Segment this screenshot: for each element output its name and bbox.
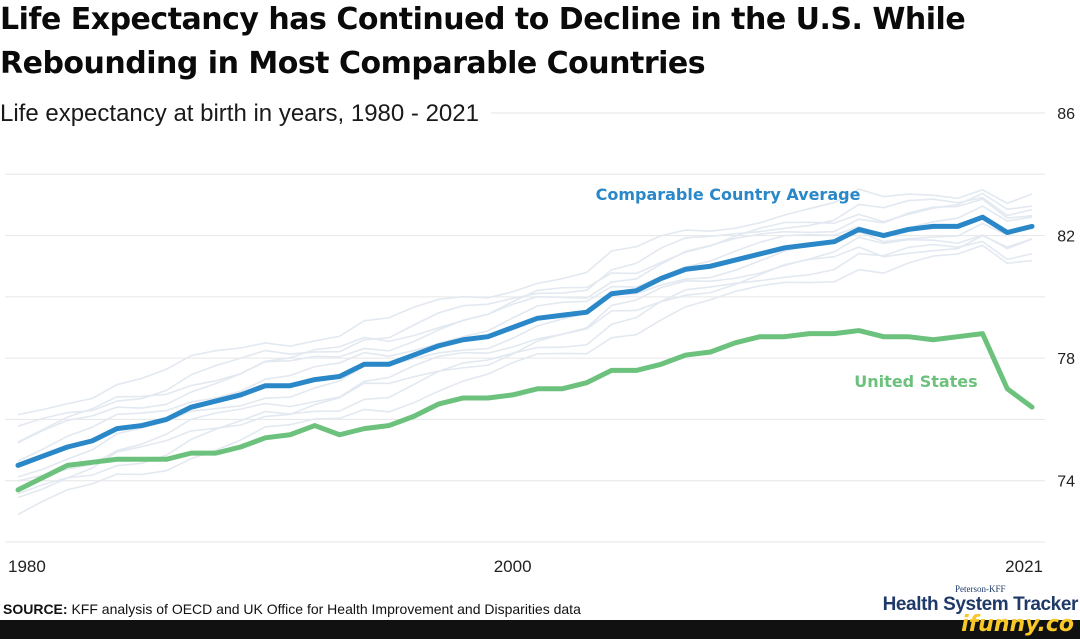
chart-title: Life Expectancy has Continued to Decline…	[0, 0, 966, 86]
country-background-line	[17, 234, 1033, 482]
footer-bar	[0, 620, 1080, 639]
x-tick-label: 1980	[8, 557, 46, 576]
title-line-2: Rebounding in Most Comparable Countries	[0, 46, 706, 81]
life-expectancy-chart: Comparable Country Average United States 8…	[5, 106, 1075, 576]
x-tick-label: 2021	[1005, 557, 1043, 576]
country-background-line	[17, 188, 1033, 416]
gridlines	[5, 112, 1045, 543]
y-tick-label: 78	[1057, 351, 1075, 368]
country-background-line	[17, 192, 1033, 443]
watermark-logo: ifunny.co	[961, 612, 1074, 637]
country-background-lines	[17, 188, 1033, 516]
brand-top-text: Peterson-KFF	[955, 584, 1006, 594]
country-background-line	[17, 222, 1033, 478]
chart-subtitle: Life expectancy at birth in years, 1980 …	[0, 100, 491, 128]
brand-main-text: Health System Tracker	[882, 594, 1079, 615]
country-background-line	[17, 240, 1033, 495]
series-lines	[15, 214, 1035, 493]
country-background-line	[17, 244, 1033, 516]
country-background-line	[17, 234, 1033, 499]
chart-text-labels: Comparable Country Average United States 8…	[8, 106, 1075, 576]
brand-logo: Peterson-KFF Health System Tracker	[882, 584, 1079, 616]
source-label: SOURCE:	[3, 601, 68, 617]
title-line-1: Life Expectancy has Continued to Decline…	[0, 2, 966, 37]
series-label: Comparable Country Average	[596, 185, 861, 204]
source-note: SOURCE: KFF analysis of OECD and UK Offi…	[3, 601, 581, 617]
y-tick-label: 82	[1057, 229, 1075, 246]
series-label: United States	[854, 372, 977, 391]
series-line-united-states	[15, 328, 1035, 493]
y-tick-label: 86	[1057, 106, 1075, 123]
x-tick-label: 2000	[494, 557, 532, 576]
series-line-comparable-average	[15, 214, 1035, 468]
country-background-line	[17, 198, 1033, 444]
y-tick-label: 74	[1057, 474, 1075, 491]
source-text: KFF analysis of OECD and UK Office for H…	[71, 601, 581, 617]
